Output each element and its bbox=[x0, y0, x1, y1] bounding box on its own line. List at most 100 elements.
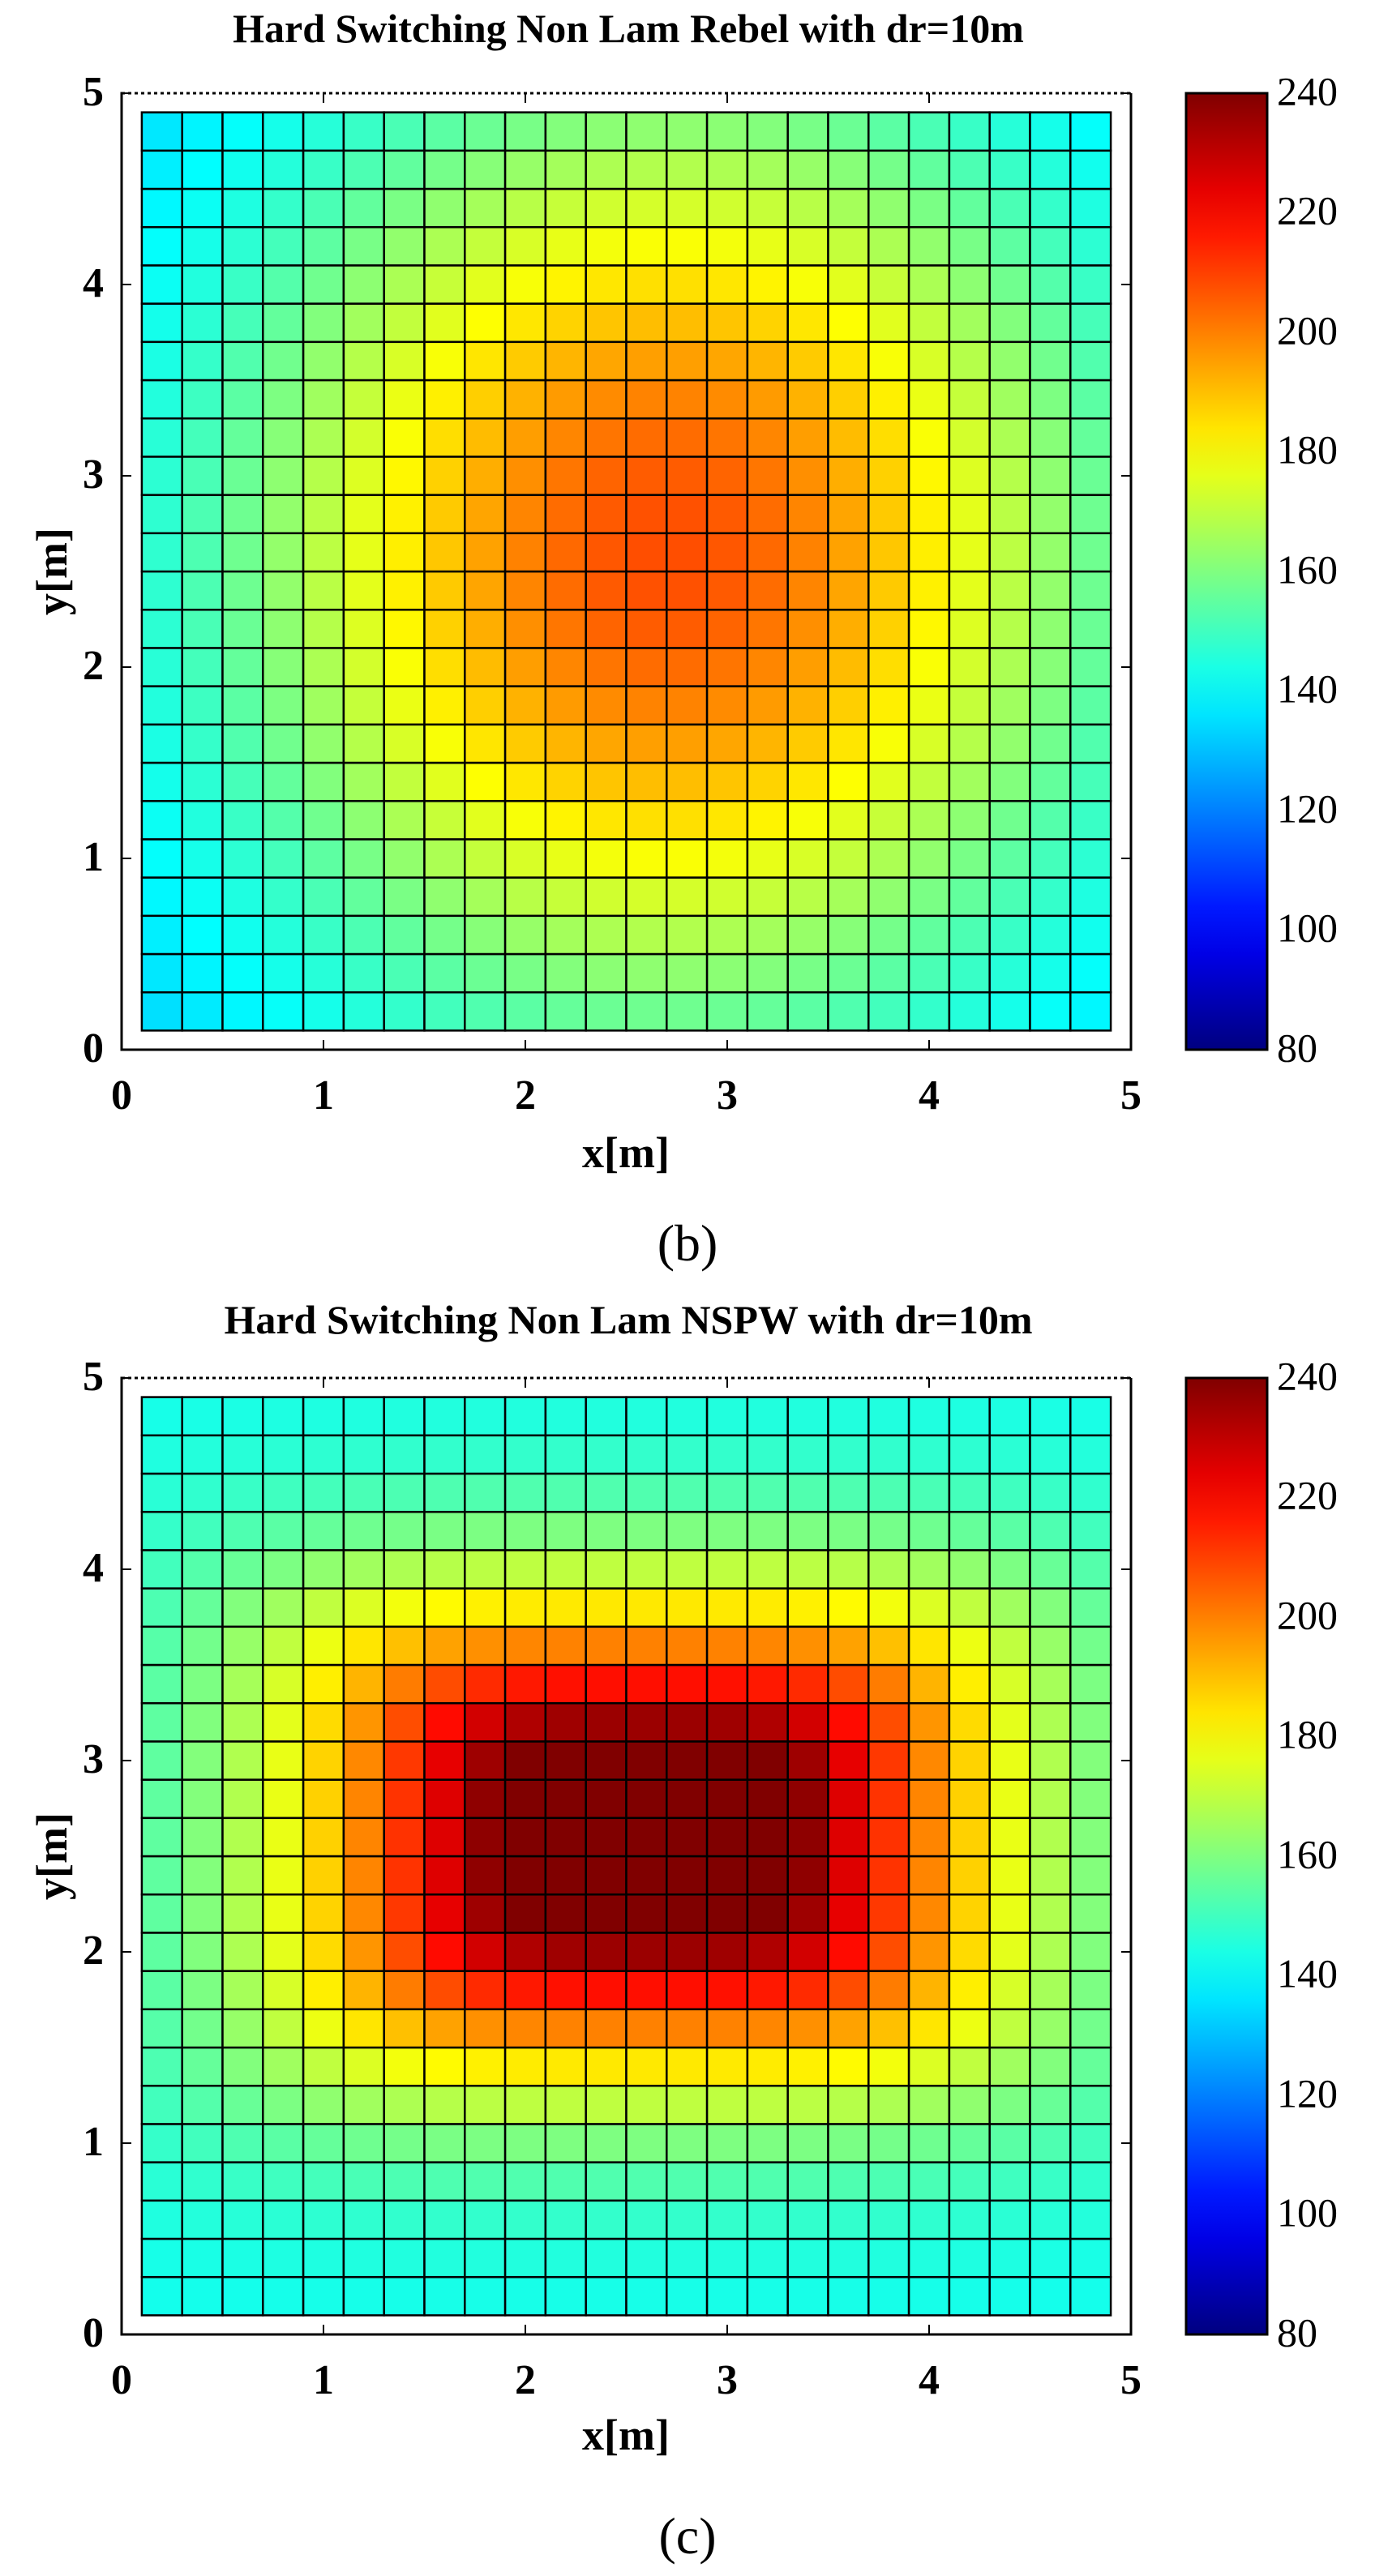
heatmap-cell bbox=[948, 2123, 991, 2163]
heatmap-cell bbox=[140, 761, 183, 802]
heatmap-cell bbox=[181, 876, 224, 918]
heatmap-cell bbox=[383, 2199, 426, 2240]
heatmap-cell bbox=[1029, 799, 1072, 841]
heatmap-cell bbox=[625, 647, 668, 687]
heatmap-cell bbox=[585, 532, 628, 573]
heatmap-cell bbox=[988, 1472, 1031, 1513]
heatmap-cell bbox=[181, 1587, 224, 1628]
heatmap-cell bbox=[625, 1855, 668, 1896]
heatmap-cell bbox=[705, 1740, 749, 1781]
heatmap-cell bbox=[585, 149, 628, 190]
heatmap-cell bbox=[585, 417, 628, 458]
heatmap-cell bbox=[383, 1663, 426, 1705]
heatmap-cell bbox=[827, 494, 870, 535]
heatmap-cell bbox=[827, 1549, 870, 1590]
heatmap-cell bbox=[1069, 570, 1112, 611]
heatmap-cell bbox=[464, 379, 507, 420]
heatmap-cell bbox=[585, 1663, 628, 1705]
heatmap-cell bbox=[464, 2275, 507, 2317]
heatmap-cell bbox=[423, 2199, 466, 2240]
heatmap-cell bbox=[948, 1396, 991, 1437]
heatmap-cell bbox=[1029, 149, 1072, 190]
heatmap-cell bbox=[262, 876, 305, 918]
heatmap-cell bbox=[948, 379, 991, 420]
heatmap-cell bbox=[827, 2199, 870, 2240]
heatmap-cell bbox=[988, 1625, 1031, 1667]
colorbar-tick-label: 240 bbox=[1277, 68, 1338, 113]
heatmap-cell bbox=[464, 456, 507, 496]
heatmap-cell bbox=[827, 2123, 870, 2163]
heatmap-cell bbox=[181, 1778, 224, 1820]
heatmap-cell bbox=[867, 2084, 910, 2125]
heatmap-cell bbox=[948, 570, 991, 611]
heatmap-cell bbox=[423, 914, 466, 956]
heatmap-cell bbox=[1069, 991, 1112, 1032]
heatmap-cell bbox=[262, 264, 305, 305]
heatmap-cell bbox=[746, 1472, 789, 1513]
heatmap-cell bbox=[140, 1510, 183, 1551]
colorbar-tick-label: 160 bbox=[1277, 546, 1338, 592]
heatmap-cell bbox=[503, 379, 547, 420]
heatmap-cell bbox=[383, 2046, 426, 2087]
heatmap-cell bbox=[867, 1510, 910, 1551]
heatmap-cell bbox=[342, 2237, 385, 2279]
heatmap-cell bbox=[988, 1396, 1031, 1437]
heatmap-cell bbox=[383, 647, 426, 687]
heatmap-cell bbox=[342, 1587, 385, 1628]
heatmap-cell bbox=[342, 2084, 385, 2125]
heatmap-cell bbox=[464, 1510, 507, 1551]
heatmap-cell bbox=[181, 723, 224, 764]
heatmap-cell bbox=[181, 761, 224, 802]
heatmap-cell bbox=[948, 608, 991, 649]
heatmap-cell bbox=[383, 1472, 426, 1513]
heatmap-cell bbox=[907, 2123, 951, 2163]
heatmap-cell bbox=[1029, 1893, 1072, 1934]
heatmap-cell bbox=[302, 494, 345, 535]
heatmap-cell bbox=[907, 1855, 951, 1896]
heatmap-cell bbox=[140, 1778, 183, 1820]
heatmap-cell bbox=[140, 532, 183, 573]
heatmap-cell bbox=[746, 340, 789, 382]
heatmap-cell bbox=[705, 1510, 749, 1551]
heatmap-cell bbox=[585, 608, 628, 649]
heatmap-cell bbox=[221, 952, 264, 994]
heatmap-cell bbox=[907, 1549, 951, 1590]
heatmap-cell bbox=[262, 723, 305, 764]
heatmap-cell bbox=[302, 991, 345, 1032]
heatmap-cell bbox=[383, 608, 426, 649]
heatmap-cell bbox=[786, 1587, 829, 1628]
y-tick-label: 3 bbox=[83, 451, 104, 498]
x-tick-label: 4 bbox=[919, 1072, 940, 1119]
heatmap-cell bbox=[1029, 570, 1072, 611]
heatmap-cell bbox=[140, 264, 183, 305]
heatmap-cell bbox=[705, 570, 749, 611]
heatmap-cell bbox=[1029, 1855, 1072, 1896]
heatmap-cell bbox=[988, 2237, 1031, 2279]
heatmap-cell bbox=[221, 685, 264, 726]
heatmap-cell bbox=[705, 2237, 749, 2279]
heatmap-cell bbox=[262, 1970, 305, 2011]
panel-caption-c: (c) bbox=[658, 2507, 716, 2565]
heatmap-cell bbox=[221, 2008, 264, 2049]
heatmap-cell bbox=[423, 2237, 466, 2279]
heatmap-cell bbox=[1069, 2275, 1112, 2317]
heatmap-cell bbox=[181, 991, 224, 1032]
heatmap-cell bbox=[705, 494, 749, 535]
heatmap-cell bbox=[464, 723, 507, 764]
heatmap-cell bbox=[948, 1970, 991, 2011]
heatmap-cell bbox=[948, 1855, 991, 1896]
heatmap-cell bbox=[302, 838, 345, 879]
heatmap-cell bbox=[140, 2161, 183, 2202]
heatmap-cell bbox=[585, 1893, 628, 1934]
heatmap-cell bbox=[342, 494, 385, 535]
heatmap-cell bbox=[625, 187, 668, 229]
heatmap-cell bbox=[1069, 302, 1112, 344]
colorbar-ticks-c: 80 100 120 140 160 180 200 220 240 bbox=[1277, 1353, 1338, 2355]
heatmap-cell bbox=[140, 608, 183, 649]
heatmap-cell bbox=[262, 187, 305, 229]
heatmap-cell bbox=[544, 456, 587, 496]
heatmap-cell bbox=[988, 991, 1031, 1032]
heatmap-cell bbox=[423, 647, 466, 687]
heatmap-cell bbox=[666, 685, 709, 726]
heatmap-cell bbox=[262, 2161, 305, 2202]
